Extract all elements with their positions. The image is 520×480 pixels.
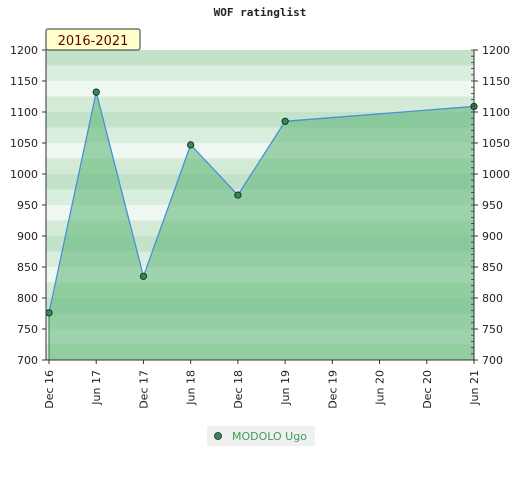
y-tick-label: 1100 [10, 106, 38, 119]
period-badge: 2016-2021 [45, 28, 141, 51]
y-tick-label: 750 [482, 323, 503, 336]
x-tick-label: Dec 19 [326, 370, 339, 409]
x-tick-label: Jun 17 [90, 370, 103, 406]
y-tick-label: 900 [482, 230, 503, 243]
x-tick-label: Jun 21 [468, 370, 481, 406]
legend[interactable]: MODOLO Ugo [207, 426, 315, 446]
y-tick-label: 900 [17, 230, 38, 243]
x-tick-label: Dec 18 [232, 370, 245, 409]
data-point [139, 272, 148, 280]
y-tick-label: 1000 [10, 168, 38, 181]
period-badge-label: 2016-2021 [58, 34, 129, 49]
y-tick-label: 850 [17, 261, 38, 274]
data-point [187, 141, 195, 149]
y-tick-label: 800 [17, 292, 38, 305]
plot-area [45, 88, 478, 360]
data-point [281, 117, 289, 125]
y-tick-label: 1150 [482, 75, 510, 88]
legend-marker [214, 432, 222, 440]
rating-area [49, 92, 474, 360]
y-tick-label: 850 [482, 261, 503, 274]
background-band [46, 96, 474, 112]
y-tick-label: 1000 [482, 168, 510, 181]
y-tick-label: 1050 [482, 137, 510, 150]
y-tick-label: 800 [482, 292, 503, 305]
data-point [92, 88, 100, 96]
y-axis-left: 700 750 800 850 900 950 1000 1050 1100 1150 1200 [10, 44, 47, 367]
x-tick-label: Dec 16 [43, 370, 56, 409]
x-tick-label: Jun 20 [374, 370, 387, 406]
background-band [46, 65, 474, 81]
data-point [45, 309, 53, 317]
y-tick-label: 750 [17, 323, 38, 336]
y-tick-label: 700 [17, 354, 38, 367]
x-tick-label: Dec 20 [421, 370, 434, 409]
x-axis: Dec 16 Jun 17 Dec 17 Jun 18 Dec 18 Jun 19 Dec … [43, 359, 481, 409]
y-tick-label: 1200 [482, 44, 510, 57]
y-tick-label: 950 [17, 199, 38, 212]
y-tick-label: 700 [482, 354, 503, 367]
background-band [46, 81, 474, 97]
y-axis-right: 700 750 800 850 900 950 1000 1050 1100 1150 1200 [471, 44, 510, 367]
data-point [234, 191, 242, 199]
y-tick-label: 1200 [10, 44, 38, 57]
y-tick-label: 950 [482, 199, 503, 212]
y-tick-label: 1150 [10, 75, 38, 88]
x-tick-label: Jun 18 [185, 370, 198, 406]
x-tick-label: Jun 19 [279, 370, 292, 406]
y-tick-label: 1050 [10, 137, 38, 150]
y-tick-label: 1100 [482, 106, 510, 119]
background-band [46, 50, 474, 66]
chart-title: WOF ratinglist [214, 6, 307, 19]
x-tick-label: Dec 17 [137, 370, 150, 409]
legend-label-modolo-ugo: MODOLO Ugo [232, 430, 307, 443]
